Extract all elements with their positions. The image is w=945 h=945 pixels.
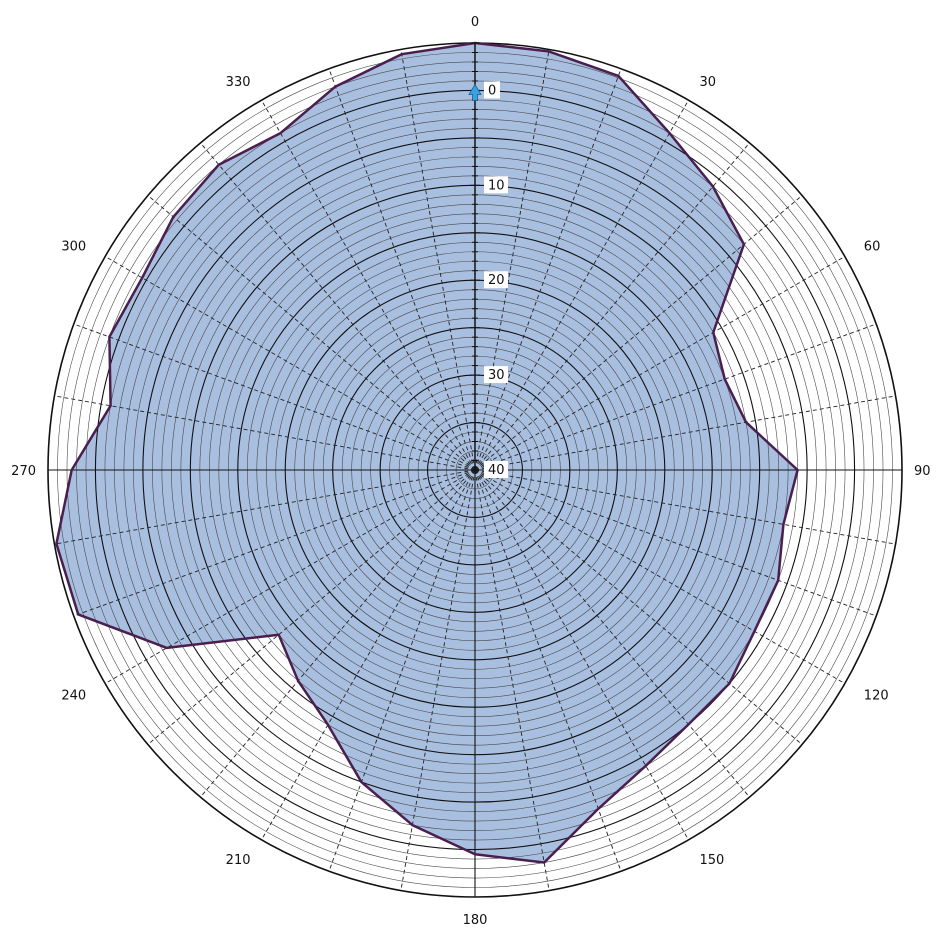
angle-tick-label: 210 xyxy=(226,853,251,868)
radial-label-bg xyxy=(484,271,508,289)
minor-spoke xyxy=(147,469,476,745)
minor-spoke xyxy=(200,469,476,798)
radial-label-bg xyxy=(484,81,500,99)
minor-spoke xyxy=(474,256,846,471)
radial-tick-labels: 0 10 20 30 40 xyxy=(484,81,508,478)
series-outline-layer xyxy=(55,41,799,864)
minor-spoke xyxy=(328,469,476,872)
minor-spoke xyxy=(73,323,476,471)
angle-tick-label: 120 xyxy=(864,689,889,704)
minor-spoke xyxy=(474,469,689,841)
minor-spoke xyxy=(54,469,476,545)
radial-tick-label: 40 xyxy=(488,463,505,478)
minor-spoke xyxy=(474,68,622,471)
minor-spoke xyxy=(474,469,846,684)
minor-spoke xyxy=(261,469,476,841)
minor-spoke xyxy=(474,49,550,471)
radial-axis xyxy=(468,42,482,471)
minor-spoke xyxy=(474,469,803,745)
angle-tick-label: 0 xyxy=(471,15,479,30)
minor-spoke xyxy=(474,469,550,891)
radial-tick-label: 0 xyxy=(488,83,496,98)
angular-grid-spokes xyxy=(48,43,902,897)
radial-tick-label: 30 xyxy=(488,368,505,383)
minor-spoke xyxy=(474,195,803,471)
angle-tick-label: 150 xyxy=(700,853,725,868)
zero-marker-icon xyxy=(468,83,482,101)
angle-tick-label: 330 xyxy=(226,75,251,90)
minor-spoke xyxy=(328,68,476,471)
radial-tick-label: 10 xyxy=(488,178,505,193)
radial-tick-label: 20 xyxy=(488,273,505,288)
angle-tick-label: 240 xyxy=(61,689,86,704)
minor-spoke xyxy=(474,469,896,545)
angle-tick-label: 270 xyxy=(11,464,36,479)
angle-tick-label: 60 xyxy=(864,240,881,255)
angle-tick-label: 180 xyxy=(463,913,488,928)
minor-spoke xyxy=(73,469,476,617)
minor-spoke xyxy=(474,469,750,798)
angle-tick-label: 300 xyxy=(61,240,86,255)
minor-spoke xyxy=(474,323,877,471)
minor-spoke xyxy=(400,469,476,891)
radial-label-bg xyxy=(484,176,508,194)
minor-spoke xyxy=(54,395,476,471)
angle-tick-label: 90 xyxy=(914,464,931,479)
minor-spoke xyxy=(104,256,476,471)
angle-tick-label: 30 xyxy=(700,75,717,90)
radial-label-bg xyxy=(484,461,508,478)
minor-spoke xyxy=(474,99,689,471)
minor-spoke xyxy=(474,469,877,617)
minor-spoke xyxy=(261,99,476,471)
radial-label-bg xyxy=(484,366,508,384)
minor-spoke xyxy=(474,469,622,872)
minor-spoke xyxy=(104,469,476,684)
minor-spoke xyxy=(400,49,476,471)
minor-spoke xyxy=(474,395,896,471)
minor-spoke xyxy=(147,195,476,471)
minor-spoke xyxy=(200,142,476,471)
minor-spoke xyxy=(474,142,750,471)
